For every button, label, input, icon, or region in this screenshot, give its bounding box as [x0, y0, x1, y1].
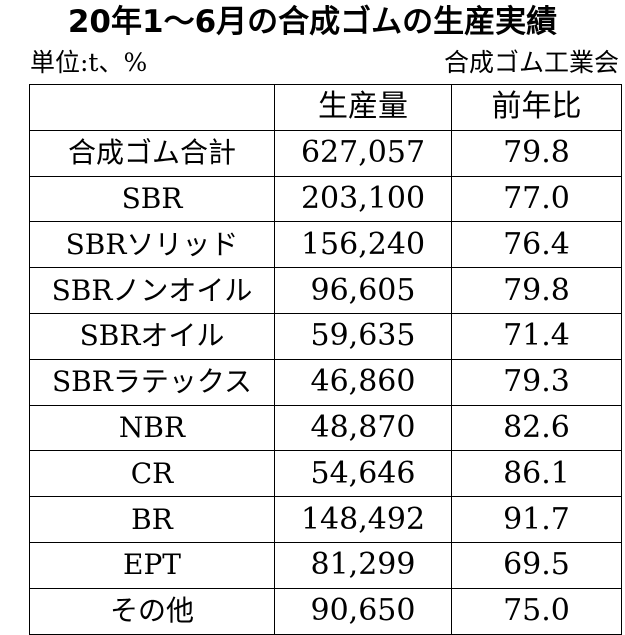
yoy-cell: 79.8: [451, 267, 622, 314]
production-cell: 54,646: [274, 450, 452, 498]
production-cell: 59,635: [274, 312, 452, 360]
yoy-cell: 77.0: [451, 175, 622, 223]
yoy-cell: 76.4: [451, 221, 622, 269]
rubber-type-cell: EPT: [29, 541, 275, 589]
table-row: BR 148,492 91.7: [29, 496, 622, 543]
table-row: その他 90,650 75.0: [29, 587, 622, 635]
rubber-type-cell: BR: [29, 496, 275, 543]
header-cell-yoy: 前年比: [451, 84, 622, 131]
table-row: SBRノンオイル 96,605 79.8: [29, 267, 622, 314]
header-cell-production: 生産量: [274, 84, 452, 131]
yoy-cell: 69.5: [451, 541, 622, 589]
yoy-cell: 71.4: [451, 312, 622, 360]
production-cell: 148,492: [274, 496, 452, 543]
header-cell-category: [29, 84, 275, 131]
production-cell: 46,860: [274, 358, 452, 406]
production-table: 生産量 前年比 合成ゴム合計 627,057 79.8 SBR 203,100 77.0 S…: [29, 84, 622, 635]
yoy-cell: 91.7: [451, 496, 622, 543]
page-title: 20年1～6月の合成ゴムの生産実績: [67, 4, 558, 40]
table-row: SBRソリッド 156,240 76.4: [29, 221, 622, 269]
yoy-cell: 82.6: [451, 404, 622, 452]
yoy-cell: 75.0: [451, 587, 622, 635]
yoy-cell: 86.1: [451, 450, 622, 498]
production-cell: 203,100: [274, 175, 452, 223]
rubber-type-cell: 合成ゴム合計: [29, 129, 275, 177]
yoy-cell: 79.8: [451, 129, 622, 177]
table-row: SBRオイル 59,635 71.4: [29, 312, 622, 360]
production-cell: 156,240: [274, 221, 452, 269]
table-row: EPT 81,299 69.5: [29, 541, 622, 589]
rubber-type-cell: CR: [29, 450, 275, 498]
rubber-type-cell: NBR: [29, 404, 275, 452]
rubber-type-cell: SBRノンオイル: [29, 267, 275, 314]
table-row: CR 54,646 86.1: [29, 450, 622, 498]
table-row: SBR 203,100 77.0: [29, 175, 622, 223]
header-row: 生産量 前年比: [29, 84, 622, 131]
rubber-type-cell: SBR: [29, 175, 275, 223]
source-label: 合成ゴム工業会: [443, 48, 619, 77]
rubber-type-cell: SBRオイル: [29, 312, 275, 360]
rubber-type-cell: SBRラテックス: [29, 358, 275, 406]
production-cell: 48,870: [274, 404, 452, 452]
table-body: 合成ゴム合計 627,057 79.8 SBR 203,100 77.0 SBRソリッド 15…: [29, 129, 622, 635]
unit-label: 単位:t、%: [30, 48, 148, 77]
table-row: SBRラテックス 46,860 79.3: [29, 358, 622, 406]
rubber-type-cell: その他: [29, 587, 275, 635]
production-cell: 90,650: [274, 587, 452, 635]
table-row: NBR 48,870 82.6: [29, 404, 622, 452]
production-cell: 627,057: [274, 129, 452, 177]
production-cell: 81,299: [274, 541, 452, 589]
production-cell: 96,605: [274, 267, 452, 314]
rubber-type-cell: SBRソリッド: [29, 221, 275, 269]
table-row: 合成ゴム合計 627,057 79.8: [29, 129, 622, 177]
yoy-cell: 79.3: [451, 358, 622, 406]
